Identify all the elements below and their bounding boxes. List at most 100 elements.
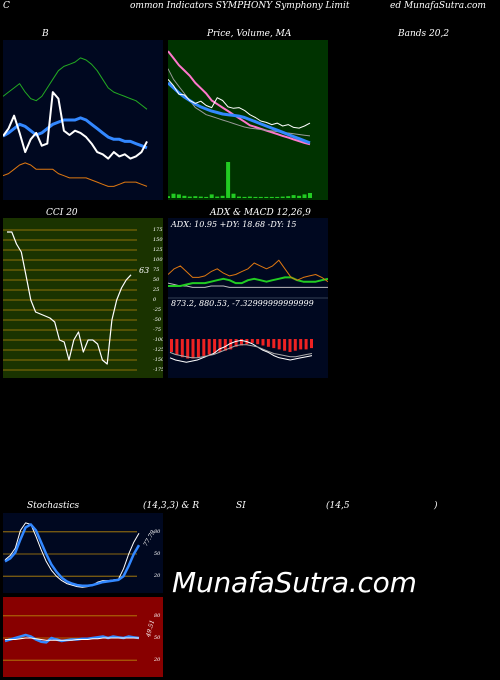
price-panel [168,40,328,200]
bollinger-panel [3,40,163,200]
stoch-panel-title: Stochastics [27,501,80,511]
header-title-right: ed MunafaSutra.com [390,1,486,11]
volume-bar [302,194,307,198]
bollinger-line-1 [3,116,148,150]
adx-line-0 [168,282,328,288]
header-title-left: ommon Indicators SYMPHONY Symphony Limit [130,1,350,11]
macd-histogram-bar [283,339,287,351]
price-line-2 [168,81,311,145]
y-tick-label: 125 [153,247,163,253]
volume-bar [308,193,312,198]
y-tick-label: 50 [153,277,160,283]
y-tick-label: -25 [153,307,162,313]
macd-histogram-bar [310,339,313,349]
cci-value-label: 63 [139,266,150,275]
bollinger-line-2 [3,162,148,187]
stoch-params-title: (14,3,3) & R [143,501,200,511]
adx-panel-title: ADX & MACD 12,26,9 [210,208,311,218]
stoch-panel: 77.79 80 50 20 [3,513,163,593]
y-tick-label: 80 [154,528,161,535]
stoch-chart [3,522,141,588]
y-tick-label: -175 [153,367,163,373]
macd-histogram-bar [277,339,281,350]
macd-histogram-bar [213,339,217,354]
macd-histogram-bar [293,339,297,351]
y-tick-label: 100 [153,257,163,263]
price-line-1 [168,68,311,137]
price-line-3 [168,78,311,129]
volume-bar [193,196,198,198]
rsi-panel-title: SI [236,501,246,511]
macd-histogram-bar [299,339,303,350]
macd-histogram-bar [180,339,184,358]
y-tick-label: -50 [153,317,162,323]
y-tick-label: 0 [153,297,157,303]
adx-macd-panel: ADX: 10.95 +DY: 18.68 -DY: 15 873.2, 880… [168,218,328,378]
price-chart [168,50,312,198]
y-tick-label: -150 [153,357,163,363]
price-line-0 [168,50,311,146]
bollinger-line-0 [3,57,148,110]
macd-histogram-bar [170,339,173,352]
macd-line-0 [169,339,313,363]
cci-panel-title: CCI 20 [46,208,78,218]
volume-bar [237,196,241,198]
cci-panel: 63 175 150 125 100 75 50 25 0 -25 -50 -75 -100 -125 -… [3,218,163,378]
volume-bar [187,196,192,198]
volume-bar [280,196,285,198]
bands-params-title: Bands 20,2 [398,29,450,39]
volume-bar [291,195,296,198]
macd-histogram-bar [261,339,265,346]
volume-bar [253,196,258,198]
stoch-line-d [4,523,141,588]
adx-readout: ADX: 10.95 +DY: 18.68 -DY: 15 [171,220,297,229]
macd-histogram-bar [191,339,195,359]
bollinger-chart [3,57,148,187]
volume-bar [209,194,214,198]
macd-histogram-bar [304,339,308,350]
volume-bar [168,196,170,198]
cci-line [7,231,132,365]
volume-bar [198,196,203,198]
volume-bar [264,196,269,198]
macd-line-1 [169,344,313,359]
watermark-text: MunafaSutra.com [172,566,417,599]
volume-bar [247,196,252,198]
y-tick-label: -75 [153,327,162,333]
macd-histogram-bar [207,339,211,355]
volume-bar [258,196,263,198]
macd-histogram-bar [250,339,254,343]
volume-bar [226,162,231,198]
volume-bar [220,195,225,198]
volume-bar [297,195,302,198]
macd-histogram-bar [196,339,200,358]
y-tick-label: 75 [153,267,160,273]
rsi-params-title: (14,5 [326,501,350,511]
rsi-params-close: ) [434,501,438,511]
macd-histogram-bar [223,339,227,351]
y-tick-label: 20 [154,657,161,664]
macd-histogram-bar [218,339,222,352]
volume-bar [182,195,187,198]
macd-histogram-bar [272,339,276,349]
cci-chart [3,229,137,371]
y-tick-label: 175 [153,227,163,233]
volume-bar [286,196,291,198]
adx-line-1 [168,276,328,287]
macd-histogram-bar [234,339,238,347]
volume-bar [242,196,247,198]
macd-histogram-bar [202,339,206,356]
y-tick-label: 80 [154,612,161,619]
stoch-line-k [4,522,140,588]
volume-bar [275,196,280,198]
adx-macd-chart [168,259,328,363]
volume-bar [176,194,181,198]
rsi-signal-line [5,637,139,641]
volume-bar [204,196,209,198]
y-tick-label: -125 [153,347,163,353]
volume-bar [215,196,220,198]
macd-histogram-bar [175,339,179,355]
y-tick-label: 150 [153,237,163,243]
macd-histogram-bar [256,339,260,345]
bollinger-line-3 [3,91,148,160]
